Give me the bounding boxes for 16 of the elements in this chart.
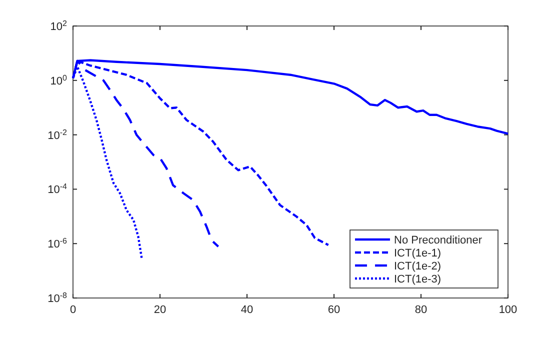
y-tick-label: 10$^{0}$	[50, 72, 68, 88]
y-tick-label: 10$^{-8}$	[48, 290, 68, 305]
x-tick-label: 0	[70, 304, 76, 316]
y-tick-label: 10$^{-2}$	[48, 127, 68, 142]
x-tick-label: 80	[414, 304, 428, 316]
y-tick-label: 10$^{2}$	[50, 18, 68, 33]
legend-label: ICT(1e-3)	[394, 274, 442, 286]
x-tick-label: 20	[154, 304, 166, 316]
y-tick-label: 10$^{-4}$	[48, 182, 68, 196]
legend-label: No Preconditioner	[394, 234, 482, 246]
legend-label: ICT(1e-2)	[394, 260, 442, 272]
x-tick-label: 100	[498, 304, 518, 316]
x-tick-label: 40	[240, 304, 254, 316]
x-tick-label: 60	[328, 304, 340, 316]
legend-label: ICT(1e-1)	[394, 248, 442, 260]
y-tick-label: 10$^{-6}$	[48, 236, 68, 251]
